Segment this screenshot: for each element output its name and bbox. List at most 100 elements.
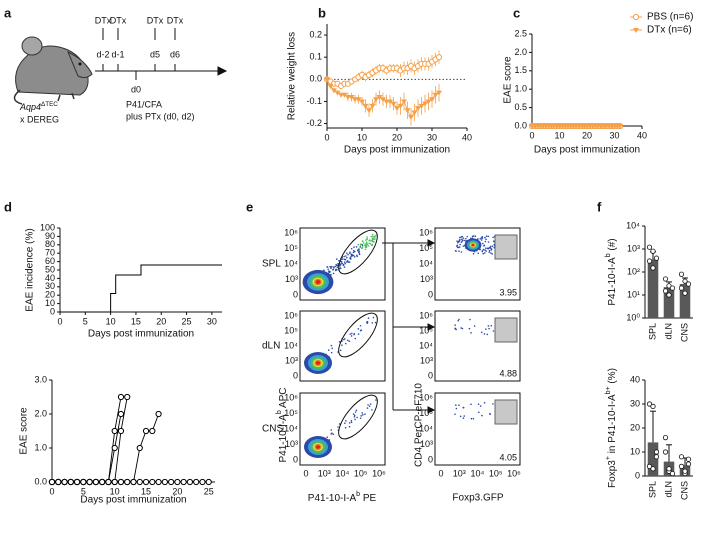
event-dot	[487, 235, 490, 238]
event-dot	[472, 235, 475, 237]
event-dot	[326, 266, 329, 268]
event-dot	[375, 399, 377, 401]
injection-label: DTx	[95, 15, 112, 25]
y-tick-label: 10	[45, 298, 55, 308]
event-dot	[458, 318, 460, 321]
marker	[617, 124, 623, 129]
data-point	[682, 468, 688, 474]
y-tick-label: 0.2	[309, 29, 322, 39]
flow-y-tick-label: 10⁵	[284, 243, 298, 253]
flow-y-tick-label: 10⁴	[284, 423, 298, 433]
event-dot	[483, 244, 486, 247]
event-dot	[455, 328, 458, 331]
event-dot	[456, 246, 459, 249]
event-dot	[344, 262, 346, 265]
event-dot	[369, 243, 372, 245]
data-point	[678, 454, 685, 460]
event-dot	[492, 330, 495, 332]
marker	[168, 478, 175, 486]
event-dot	[463, 239, 466, 242]
x-tick-label: 15	[141, 486, 151, 496]
marker	[73, 478, 81, 486]
event-dot	[492, 236, 494, 239]
series-line	[60, 264, 222, 313]
immunization-label: plus PTx (d0, d2)	[126, 111, 195, 121]
y-tick-label: 2.5	[514, 28, 527, 38]
marker	[105, 478, 112, 486]
event-dot	[364, 244, 366, 247]
event-dot	[361, 246, 364, 248]
injection-label: DTx	[167, 15, 184, 25]
marker	[174, 478, 181, 486]
event-dot	[361, 240, 364, 243]
data-point	[678, 285, 685, 291]
y-axis-label: EAE score	[19, 407, 30, 455]
flow-y-tick-label: 10⁵	[419, 408, 433, 418]
bar	[647, 259, 659, 318]
event-dot	[362, 414, 364, 416]
gate-frequency: 4.88	[499, 368, 517, 378]
data-point	[653, 449, 660, 455]
event-dot	[482, 242, 484, 245]
event-dot	[483, 401, 486, 404]
event-dot	[346, 339, 349, 342]
event-dot	[480, 331, 483, 334]
event-dot	[357, 333, 360, 335]
mouse-ear	[21, 36, 43, 56]
text-part: P41-10-I-A	[607, 257, 618, 306]
event-dot	[455, 404, 457, 406]
event-dot	[370, 235, 373, 238]
data-point	[662, 449, 669, 455]
flow-plot-frame	[299, 310, 386, 382]
gate	[338, 394, 378, 440]
event-dot	[353, 333, 356, 335]
y-tick-label: 0.0	[309, 74, 322, 84]
event-dot	[323, 269, 325, 272]
event-dot	[459, 415, 462, 418]
marker	[436, 90, 442, 96]
marker	[86, 478, 93, 486]
flow-y-tick-label: 0	[293, 289, 298, 299]
event-dot	[344, 342, 347, 345]
flow-x-axis-label: Foxp3.GFP	[452, 493, 503, 504]
event-dot	[461, 238, 463, 241]
event-dot	[338, 341, 341, 343]
event-dot	[365, 241, 368, 243]
event-dot	[338, 259, 340, 262]
legend-marker	[633, 28, 639, 33]
event-dot	[482, 252, 485, 255]
event-dot	[364, 413, 366, 415]
strain-label: x DEREG	[20, 114, 59, 124]
flow-y-tick-label: 10⁵	[284, 408, 298, 418]
event-dot	[364, 239, 367, 241]
event-dot	[334, 265, 337, 268]
event-dot	[353, 250, 356, 253]
flow-y-tick-label: 10⁶	[419, 392, 433, 402]
day-label: d-1	[111, 49, 124, 59]
event-dot	[359, 417, 362, 419]
x-tick-label: 20	[156, 316, 166, 326]
event-dot	[328, 271, 331, 274]
event-dot	[326, 436, 329, 439]
data-point	[678, 463, 685, 469]
flow-y-axis-label: P41-10-I-Ab APC	[276, 387, 288, 462]
marker	[362, 103, 369, 109]
event-dot	[366, 237, 369, 240]
x-tick-label: 40	[637, 130, 647, 140]
y-tick-label: 40	[45, 273, 55, 283]
event-dot	[485, 238, 487, 241]
data-point	[682, 290, 688, 296]
flow-y-tick-label: 0	[293, 370, 298, 380]
data-point	[685, 281, 692, 287]
y-tick-label: 80	[45, 239, 55, 249]
flow-x-tick-label: 10⁶	[372, 468, 386, 478]
event-dot	[459, 236, 461, 239]
bar	[647, 442, 659, 476]
y-tick-label: 20	[45, 290, 55, 300]
data-point	[650, 248, 656, 254]
marker	[341, 92, 348, 98]
text-part: in P41-10-I-A	[607, 394, 618, 456]
flow-y-tick-label: 10⁴	[419, 423, 433, 433]
event-dot	[371, 239, 373, 241]
marker	[48, 478, 56, 486]
